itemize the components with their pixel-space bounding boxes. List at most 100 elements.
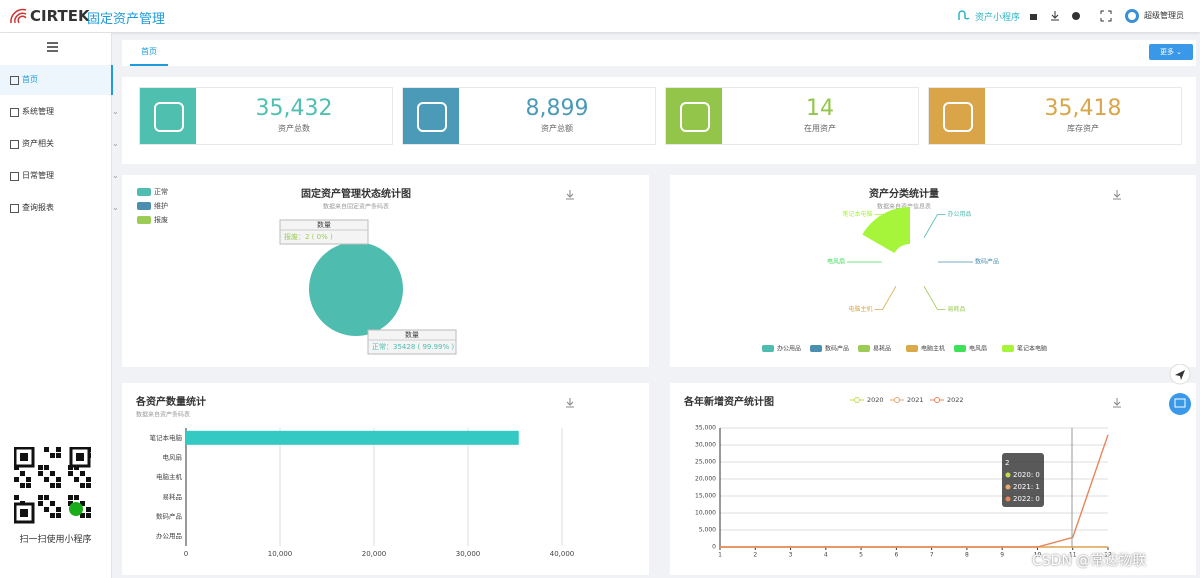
qr-cell: [68, 471, 73, 476]
qr-cell: [86, 507, 91, 512]
stat-icon: [666, 88, 722, 144]
tab[interactable]: 首页: [130, 40, 168, 66]
user-name[interactable]: 超级管理员: [1144, 11, 1184, 20]
qr-badge: [69, 502, 83, 516]
logo-icon: [10, 8, 27, 24]
qr-cell: [86, 513, 91, 518]
y-tick-label: 10,000: [695, 510, 716, 517]
nav-item[interactable]: 资产相关 ⌄: [0, 129, 119, 159]
qr-code: [14, 447, 91, 524]
nav-arrow: ⌄: [112, 107, 119, 116]
label-category: 报废: [284, 232, 298, 241]
label-box: [279, 219, 369, 245]
stat-label: 资产总额: [541, 124, 573, 133]
tooltip-name: 2022: [1013, 495, 1031, 503]
legend-label: 数码产品: [825, 345, 849, 353]
legend-swatch: [954, 345, 966, 352]
toolbar-icons[interactable]: [1028, 10, 1118, 22]
qr-cell: [44, 495, 49, 500]
stat-glyph: [943, 102, 973, 132]
qr-cell: [26, 483, 31, 488]
tooltip-row: 2021: 1: [1013, 483, 1040, 491]
legend-marker: [894, 397, 900, 403]
tooltip-name: 2021: [1013, 483, 1031, 491]
chart-subtitle: 数据来自固定资产条码表: [323, 203, 389, 211]
qr-cell: [56, 477, 61, 482]
download-icon[interactable]: [1113, 190, 1121, 200]
qr-cell: [80, 513, 85, 518]
stat-label: 资产总数: [278, 124, 310, 133]
y-tick-label: 20,000: [695, 476, 716, 483]
watermark: CSDN @常达物联: [1032, 553, 1147, 569]
qr-cell: [74, 477, 79, 482]
legend-label: 正常: [154, 187, 168, 196]
more-button[interactable]: 更多 ⌄: [1149, 44, 1193, 60]
logo: CIRTEK: [30, 7, 90, 25]
y-tick-label: 0: [712, 544, 716, 551]
legend-label: 电脑主机: [921, 345, 945, 353]
nav-label[interactable]: 系统管理: [22, 107, 54, 116]
stat-value: 35,418: [1044, 96, 1122, 121]
download-icon[interactable]: [566, 190, 574, 200]
nav-label[interactable]: 查询报表: [22, 203, 54, 212]
qr-cell: [38, 501, 43, 506]
x-tick-label: 4: [824, 552, 828, 559]
stat-label: 在用资产: [804, 124, 836, 133]
qr-cell: [80, 483, 85, 488]
legend-label: 2021: [907, 396, 924, 404]
float-buttons[interactable]: [1168, 364, 1192, 418]
leader-line: [874, 213, 897, 238]
rose-label: 电风扇: [827, 258, 845, 266]
qr-cell: [38, 465, 43, 470]
nav-item[interactable]: 日常管理 ⌄: [0, 161, 119, 191]
download-icon[interactable]: [1113, 398, 1121, 408]
legend-label: 电风扇: [969, 345, 987, 353]
qr-finder: [76, 453, 84, 461]
qr-cell: [56, 453, 61, 458]
sidebar: 首页 系统管理 ⌄ 资产相关 ⌄ 日常管理 ⌄ 查询报表 ⌄ 扫一扫使用小程序: [0, 33, 119, 578]
qr-cell: [68, 501, 73, 506]
mini-program-link[interactable]: 资产小程序: [975, 13, 1021, 23]
stats-row: 35,432 资产总数 8,899 资产总额 14 在用资产 35,418 库存资产: [122, 77, 1196, 164]
stat-label: 库存资产: [1067, 124, 1099, 133]
chart-panel: 各年新增资产统计图 0 5,000 10,000 15,000 20,000 25,000 3…: [670, 383, 1196, 575]
tooltip-value: 0: [1035, 471, 1039, 479]
chart-title: 资产分类统计量: [869, 187, 939, 200]
tooltip-title: 2: [1005, 459, 1009, 467]
more-label[interactable]: 更多: [1159, 48, 1174, 56]
legend-swatch: [137, 188, 151, 196]
nav-icon: [10, 76, 19, 85]
stat-value: 14: [806, 96, 834, 121]
qr-cell: [86, 483, 91, 488]
qr-cell: [68, 495, 73, 500]
series-line: [720, 434, 1109, 548]
leader-line: [923, 213, 946, 238]
tooltip-dot: [1005, 496, 1011, 502]
legend-label: 2020: [867, 396, 884, 404]
nav-item[interactable]: 首页: [0, 65, 113, 95]
nav-label[interactable]: 首页: [22, 75, 38, 84]
legend-swatch: [810, 345, 822, 352]
qr-cell: [50, 471, 55, 476]
x-tick-label: 2: [753, 552, 757, 559]
nav-item[interactable]: 系统管理 ⌄: [0, 97, 119, 127]
qr-cell: [56, 513, 61, 518]
nav-icon: [10, 172, 19, 181]
qr-cell: [38, 495, 43, 500]
nav-item[interactable]: 查询报表 ⌄: [0, 193, 119, 223]
qr-cell: [50, 501, 55, 506]
download-icon[interactable]: [566, 398, 574, 408]
bar: [186, 430, 519, 445]
legend-swatch: [137, 202, 151, 210]
qr-cell: [44, 507, 49, 512]
menu-toggle[interactable]: [47, 42, 59, 52]
nav-label[interactable]: 资产相关: [22, 139, 54, 148]
legend-label: 笔记本电脑: [1017, 345, 1047, 353]
avatar[interactable]: [1124, 8, 1140, 24]
chart-subtitle: 数据来自资产信息表: [877, 203, 931, 211]
nav-label[interactable]: 日常管理: [22, 171, 54, 180]
rose-sector: [862, 207, 910, 253]
tooltip-name: 2020: [1013, 471, 1031, 479]
